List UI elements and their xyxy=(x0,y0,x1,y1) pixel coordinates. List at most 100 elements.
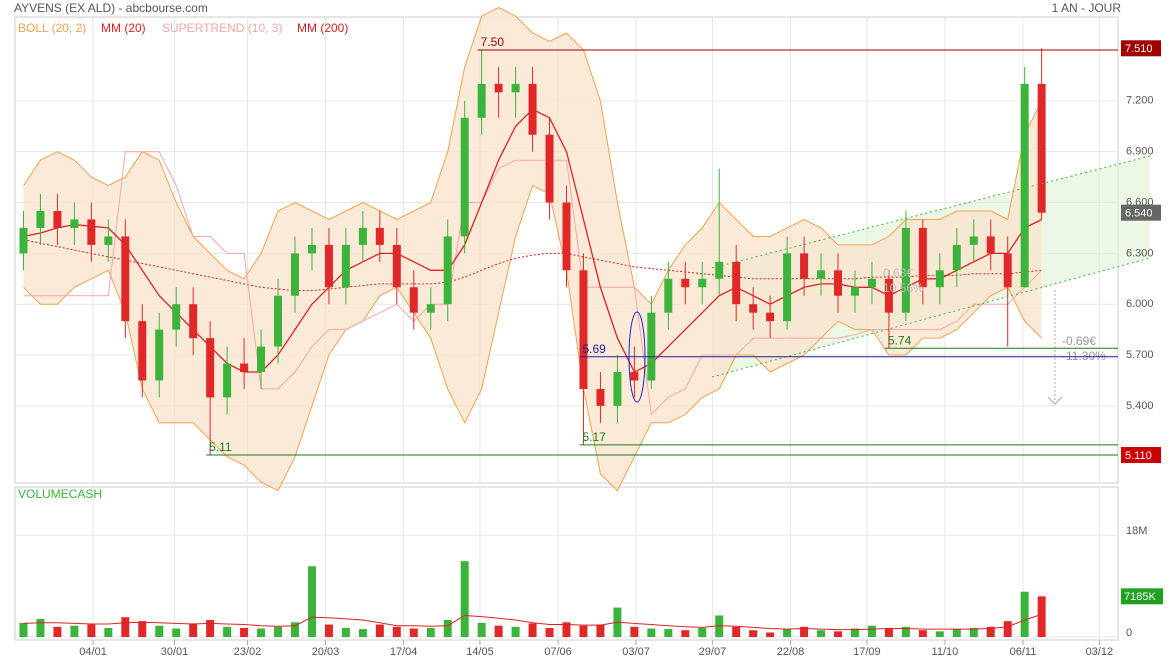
volume-panel xyxy=(14,486,1119,641)
candle-body xyxy=(698,278,707,288)
candle-body xyxy=(1037,83,1046,213)
volume-bar xyxy=(1037,596,1046,637)
volume-bar xyxy=(375,624,384,637)
volume-bar xyxy=(800,626,809,637)
volume-bar xyxy=(1020,591,1029,637)
price-badge xyxy=(1121,40,1161,57)
candle-body xyxy=(986,236,995,254)
volume-bar xyxy=(121,617,130,637)
volume-bar xyxy=(528,623,537,637)
price-badge-label: 7.510 xyxy=(1125,43,1153,55)
x-tick-label: 23/02 xyxy=(234,646,262,658)
volume-bar xyxy=(817,630,826,637)
y-tick-label: 0 xyxy=(1126,627,1132,639)
volume-bar xyxy=(884,627,893,637)
volume-bar xyxy=(867,625,876,637)
volume-bar xyxy=(969,627,978,637)
volume-bar xyxy=(19,622,28,637)
level-label: 5.74 xyxy=(888,333,912,347)
x-tick-label: 06/11 xyxy=(1010,646,1037,658)
candle-body xyxy=(460,117,469,237)
level-label: 5.11 xyxy=(209,440,232,454)
candle-body xyxy=(426,304,435,313)
x-tick-label: 20/03 xyxy=(312,646,340,658)
candle-body xyxy=(172,304,181,330)
candle-body xyxy=(257,346,266,372)
x-tick-label: 29/07 xyxy=(699,646,727,658)
volume-bar xyxy=(579,625,588,637)
volume-bar xyxy=(460,561,469,637)
volume-bar xyxy=(952,629,961,637)
volume-bar xyxy=(36,618,45,637)
volume-bar xyxy=(1003,621,1012,637)
legend-entry: MM (200) xyxy=(297,21,348,35)
candle-body xyxy=(783,253,792,322)
y-tick-label: 7.200 xyxy=(1126,95,1154,107)
candle-body xyxy=(307,244,316,254)
candle-body xyxy=(884,278,893,313)
volume-title: VOLUMECASH xyxy=(18,487,102,501)
candle-body xyxy=(664,278,673,313)
candle-body xyxy=(494,83,503,93)
channel-upper xyxy=(711,155,1151,269)
volume-bar xyxy=(850,628,859,637)
volume-bar xyxy=(494,625,503,637)
volume-bar xyxy=(935,631,944,637)
volume-bar xyxy=(443,620,452,637)
volume-bar xyxy=(426,627,435,637)
candle-body xyxy=(223,363,232,398)
candle-body xyxy=(274,295,283,347)
volume-bar xyxy=(545,627,554,637)
volume-bar xyxy=(647,628,656,637)
candle-body xyxy=(87,219,96,245)
y-tick-label: 6.900 xyxy=(1126,146,1154,158)
volume-bar xyxy=(477,622,486,637)
candle-body xyxy=(528,83,537,135)
volume-bar xyxy=(87,624,96,637)
x-tick-label: 03/12 xyxy=(1086,646,1114,658)
boll-band xyxy=(23,7,1042,491)
candle-body xyxy=(817,270,826,279)
y-tick-label: 18M xyxy=(1126,525,1147,537)
candle-body xyxy=(732,261,741,305)
volume-bar xyxy=(290,622,299,637)
candle-body xyxy=(341,244,350,288)
candle-body xyxy=(766,312,775,322)
legend-entry: SUPERTREND (10, 3) xyxy=(162,21,282,35)
volume-bar xyxy=(358,629,367,637)
volume-bar xyxy=(104,627,113,637)
candle-body xyxy=(562,202,571,271)
annotation: -0.69€ xyxy=(1062,334,1096,348)
level-label: 5.69 xyxy=(582,342,606,356)
candle-body xyxy=(19,227,28,254)
volume-bar xyxy=(986,626,995,637)
candle-body xyxy=(613,371,622,406)
volume-bar xyxy=(172,628,181,637)
volume-bar xyxy=(223,626,232,637)
x-tick-label: 11/10 xyxy=(932,646,959,658)
volume-bar xyxy=(324,624,333,637)
volume-bar xyxy=(630,626,639,637)
indicator-line xyxy=(23,151,1042,416)
volume-bar xyxy=(749,630,758,637)
price-badge-label: 6.540 xyxy=(1125,208,1153,220)
candle-body xyxy=(545,134,554,203)
volume-bar xyxy=(189,623,198,637)
candle-body xyxy=(104,236,113,245)
volume-ma xyxy=(23,613,1042,631)
candle-body xyxy=(579,270,588,389)
y-tick-label: 5.700 xyxy=(1126,349,1154,361)
level-label: 7.50 xyxy=(481,35,505,49)
volume-bar xyxy=(783,629,792,637)
candle-body xyxy=(324,244,333,288)
x-tick-label: 04/01 xyxy=(79,646,107,658)
volume-bar xyxy=(698,627,707,637)
volume-bar xyxy=(206,620,215,637)
volume-bar xyxy=(257,628,266,637)
candle-body xyxy=(70,219,79,228)
x-tick-label: 30/01 xyxy=(161,646,189,658)
candle-body xyxy=(867,278,876,288)
candle-body xyxy=(715,261,724,279)
volume-bar xyxy=(409,628,418,637)
